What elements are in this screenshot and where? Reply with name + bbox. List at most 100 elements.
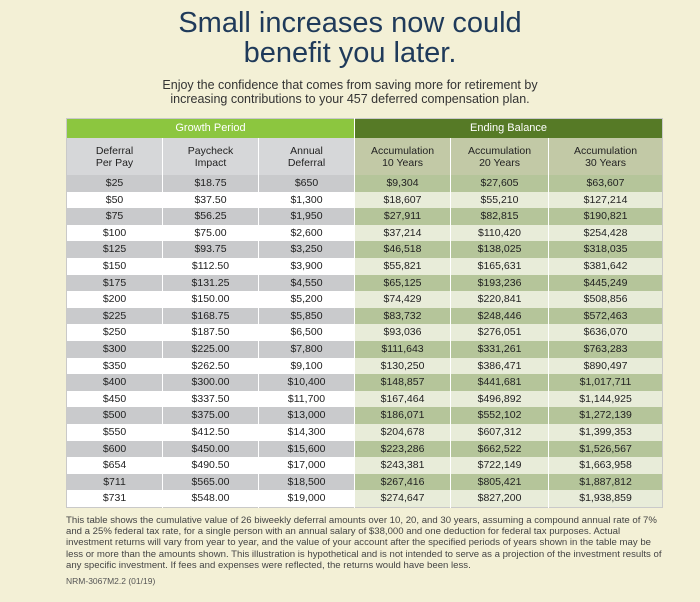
cell-accumulation-20-years: $722,149 [450,457,549,474]
cell-accumulation-30-years: $1,663,958 [548,457,663,474]
cell-accumulation-30-years: $1,887,812 [548,473,663,491]
cell-annual-deferral: $19,000 [257,490,355,508]
cell-annual-deferral: $15,600 [257,440,355,458]
cell-accumulation-10-years: $65,125 [354,274,451,292]
table-body: $25 $18.75 $650 $9,304 $27,605 $63,607 $50 $37.… [66,175,663,508]
cell-annual-deferral: $13,000 [257,407,355,424]
cell-accumulation-10-years: $223,286 [354,440,451,458]
cell-accumulation-10-years: $243,381 [354,457,451,474]
cell-paycheck-impact: $375.00 [162,407,259,424]
deferral-table: Growth Period Ending Balance Deferral Per… [66,118,664,508]
cell-accumulation-20-years: $110,420 [450,224,549,242]
cell-annual-deferral: $3,250 [257,241,355,258]
cell-annual-deferral: $14,300 [257,423,355,441]
page-title: Small increases now could benefit you la… [0,8,700,68]
column-header-annual-deferral: Annual Deferral [257,138,355,175]
cell-accumulation-10-years: $27,911 [354,208,451,225]
cell-accumulation-30-years: $63,607 [548,175,663,192]
cell-annual-deferral: $5,850 [257,307,355,325]
cell-paycheck-impact: $548.00 [162,490,259,508]
cell-accumulation-20-years: $662,522 [450,440,549,458]
column-header-accumulation-20-years: Accumulation 20 Years [450,138,549,175]
table-row: $450 $337.50 $11,700 $167,464 $496,892 $1,144… [66,390,663,408]
cell-accumulation-30-years: $1,526,567 [548,440,663,458]
column-header-line: Deferral [287,156,326,169]
cell-accumulation-10-years: $46,518 [354,241,451,258]
cell-paycheck-impact: $56.25 [162,208,259,225]
cell-accumulation-20-years: $193,236 [450,274,549,292]
column-header-line: Deferral [95,144,134,157]
cell-accumulation-30-years: $254,428 [548,224,663,242]
table-row: $150 $112.50 $3,900 $55,821 $165,631 $381,642 [66,257,663,275]
cell-accumulation-30-years: $763,283 [548,340,663,358]
cell-accumulation-10-years: $9,304 [354,175,451,192]
table-row: $25 $18.75 $650 $9,304 $27,605 $63,607 [66,175,663,192]
cell-accumulation-30-years: $636,070 [548,324,663,341]
table-row: $50 $37.50 $1,300 $18,607 $55,210 $127,214 [66,191,663,209]
cell-paycheck-impact: $75.00 [162,224,259,242]
column-header-accumulation-30-years: Accumulation 30 Years [548,138,663,175]
cell-deferral-per-pay: $200 [66,291,163,308]
cell-paycheck-impact: $18.75 [162,175,259,192]
table-row: $125 $93.75 $3,250 $46,518 $138,025 $318,035 [66,241,663,258]
cell-accumulation-30-years: $1,938,859 [548,490,663,508]
cell-accumulation-30-years: $1,272,139 [548,407,663,424]
cell-accumulation-20-years: $165,631 [450,257,549,275]
cell-deferral-per-pay: $550 [66,423,163,441]
cell-accumulation-10-years: $55,821 [354,257,451,275]
group-header-row: Growth Period Ending Balance [66,118,663,138]
cell-deferral-per-pay: $150 [66,257,163,275]
cell-accumulation-10-years: $167,464 [354,390,451,408]
cell-annual-deferral: $18,500 [257,473,355,491]
cell-deferral-per-pay: $50 [66,191,163,209]
subtitle-line-2: increasing contributions to your 457 def… [170,92,530,106]
cell-accumulation-20-years: $248,446 [450,307,549,325]
cell-accumulation-20-years: $441,681 [450,374,549,391]
cell-accumulation-20-years: $138,025 [450,241,549,258]
table-row: $250 $187.50 $6,500 $93,036 $276,051 $636,070 [66,324,663,341]
cell-annual-deferral: $2,600 [257,224,355,242]
cell-annual-deferral: $3,900 [257,257,355,275]
cell-accumulation-20-years: $386,471 [450,357,549,375]
cell-accumulation-10-years: $274,647 [354,490,451,508]
cell-annual-deferral: $10,400 [257,374,355,391]
cell-paycheck-impact: $131.25 [162,274,259,292]
cell-deferral-per-pay: $400 [66,374,163,391]
column-header-line: 10 Years [382,156,423,169]
cell-accumulation-20-years: $27,605 [450,175,549,192]
cell-paycheck-impact: $412.50 [162,423,259,441]
cell-accumulation-10-years: $130,250 [354,357,451,375]
title-line-1: Small increases now could [178,7,522,39]
cell-paycheck-impact: $262.50 [162,357,259,375]
cell-deferral-per-pay: $654 [66,457,163,474]
ending-balance-header: Ending Balance [354,118,663,138]
cell-accumulation-10-years: $37,214 [354,224,451,242]
table-row: $654 $490.50 $17,000 $243,381 $722,149 $1,663… [66,457,663,474]
cell-accumulation-30-years: $127,214 [548,191,663,209]
cell-accumulation-30-years: $1,017,711 [548,374,663,391]
cell-accumulation-20-years: $496,892 [450,390,549,408]
cell-deferral-per-pay: $125 [66,241,163,258]
cell-annual-deferral: $9,100 [257,357,355,375]
column-header-deferral-per-pay: Deferral Per Pay [66,138,163,175]
cell-paycheck-impact: $490.50 [162,457,259,474]
table-row: $731 $548.00 $19,000 $274,647 $827,200 $1,938… [66,490,663,508]
cell-deferral-per-pay: $25 [66,175,163,192]
title-line-2: benefit you later. [243,37,457,69]
cell-paycheck-impact: $565.00 [162,473,259,491]
cell-accumulation-30-years: $381,642 [548,257,663,275]
cell-accumulation-30-years: $1,399,353 [548,423,663,441]
cell-paycheck-impact: $37.50 [162,191,259,209]
cell-accumulation-20-years: $805,421 [450,473,549,491]
cell-accumulation-30-years: $572,463 [548,307,663,325]
cell-paycheck-impact: $187.50 [162,324,259,341]
cell-accumulation-10-years: $111,643 [354,340,451,358]
table-row: $100 $75.00 $2,600 $37,214 $110,420 $254,428 [66,224,663,242]
table-row: $600 $450.00 $15,600 $223,286 $662,522 $1,526… [66,440,663,458]
table-row: $75 $56.25 $1,950 $27,911 $82,815 $190,821 [66,208,663,225]
cell-annual-deferral: $1,300 [257,191,355,209]
cell-accumulation-30-years: $445,249 [548,274,663,292]
column-header-line: Impact [194,156,227,169]
cell-deferral-per-pay: $600 [66,440,163,458]
table-row: $300 $225.00 $7,800 $111,643 $331,261 $763,28… [66,340,663,358]
